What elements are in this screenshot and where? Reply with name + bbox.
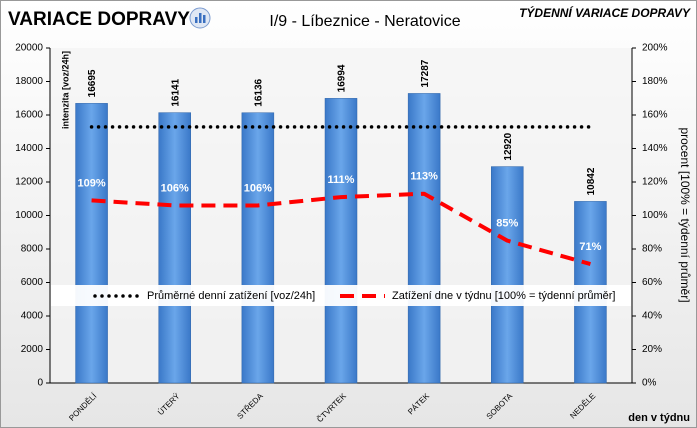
bar-value-label: 16695 (87, 69, 98, 97)
corner-title: TÝDENNÍ VARIACE DOPRAVY (519, 5, 691, 20)
bar (241, 112, 275, 384)
y-tick-label: 10000 (15, 210, 43, 221)
line-value-label: 85% (496, 218, 518, 230)
bar (407, 93, 441, 384)
title: VARIACE DOPRAVY (8, 9, 190, 30)
bar (158, 112, 191, 384)
y2-tick-label: 20% (642, 344, 662, 355)
line-value-label: 113% (410, 171, 438, 183)
y2-tick-label: 80% (642, 244, 662, 255)
y-tick-label: 20000 (15, 43, 43, 54)
line-value-label: 109% (78, 177, 106, 189)
bar-value-label: 16994 (337, 64, 348, 92)
y-tick-label: 12000 (15, 177, 43, 188)
bar-value-label: 12920 (503, 132, 514, 160)
y-tick-label: 8000 (21, 244, 44, 255)
y2-tick-label: 200% (642, 43, 668, 54)
y2-axis-label: procent [100% = týdenní průměr] (678, 127, 692, 302)
y-tick-label: 16000 (15, 110, 43, 121)
bar (75, 103, 108, 384)
chart-icon (189, 7, 211, 29)
y2-tick-label: 100% (642, 210, 668, 221)
bar (491, 166, 524, 384)
line-value-label: 71% (579, 241, 601, 253)
y2-tick-label: 40% (642, 311, 662, 322)
bar-value-label: 16141 (170, 78, 181, 106)
y-tick-label: 6000 (21, 277, 44, 288)
y-tick-label: 0 (37, 378, 43, 389)
y-tick-label: 4000 (21, 311, 44, 322)
x-axis-label: den v týdnu (628, 412, 690, 424)
y2-tick-label: 60% (642, 277, 662, 288)
y-axis-label: intenzita [voz/24h] (60, 51, 70, 129)
subtitle: I/9 - Líbeznice - Neratovice (269, 13, 460, 30)
y-tick-label: 14000 (15, 143, 43, 154)
series-line (91, 191, 591, 266)
y-tick-label: 2000 (21, 344, 44, 355)
bar-value-label: 16136 (253, 78, 264, 106)
y2-tick-label: 0% (642, 378, 657, 389)
y2-tick-label: 180% (642, 76, 668, 87)
legend-label: Zatížení dne v týdnu [100% = týdenní prů… (392, 290, 616, 302)
y2-tick-label: 160% (642, 110, 668, 121)
y2-tick-label: 120% (642, 177, 668, 188)
bar-value-label: 17287 (420, 59, 431, 87)
bar-value-label: 10842 (586, 167, 597, 195)
line-value-label: 106% (161, 182, 189, 194)
legend: Průměrné denní zatížení [voz/24h] Zatížen… (51, 285, 631, 306)
y-tick-label: 18000 (15, 76, 43, 87)
y2-tick-label: 140% (642, 143, 668, 154)
legend-label: Průměrné denní zatížení [voz/24h] (147, 290, 315, 302)
line-value-label: 106% (244, 182, 272, 194)
line-value-label: 111% (328, 174, 355, 186)
bar (324, 98, 358, 384)
